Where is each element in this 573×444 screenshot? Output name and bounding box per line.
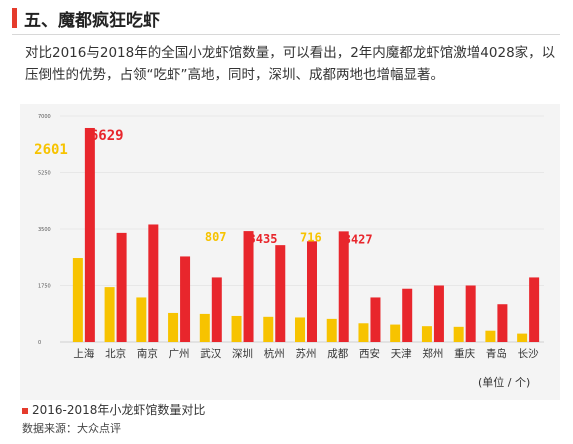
legend-swatch xyxy=(22,407,28,414)
bar-2016 xyxy=(295,317,305,342)
header-divider xyxy=(12,34,560,35)
data-label: 3427 xyxy=(344,232,373,246)
x-tick-label: 成都 xyxy=(327,348,348,360)
bar-2016 xyxy=(358,323,369,342)
bar-2018 xyxy=(465,285,476,342)
chart-title: 2016-2018年小龙虾馆数量对比 xyxy=(32,403,206,417)
y-tick-label: 7000 xyxy=(38,114,51,120)
bar-2018 xyxy=(211,277,222,342)
bar-2016 xyxy=(168,312,179,342)
y-tick-label: 1750 xyxy=(38,284,51,290)
x-tick-label: 重庆 xyxy=(454,347,475,360)
bar-2016 xyxy=(231,315,242,342)
bar-2018 xyxy=(370,297,381,342)
data-label: 716 xyxy=(300,230,322,244)
bar-2016 xyxy=(453,326,464,342)
bar-2016 xyxy=(72,258,83,342)
data-source: 数据来源：大众点评 xyxy=(22,422,121,435)
bar-2016 xyxy=(390,324,401,342)
data-label: 807 xyxy=(205,230,227,244)
x-tick-label: 深圳 xyxy=(232,348,253,360)
y-tick-label: 5250 xyxy=(38,171,51,177)
bar-2016 xyxy=(326,318,337,342)
chart-panel: 0 1750 3500 5250 7000 上海 北京 南京 广州 武汉 深圳 杭州 苏州 成都 西安 天津郑… xyxy=(20,104,560,400)
bar-2018 xyxy=(116,232,127,342)
section-title: 五、魔都疯狂吃虾 xyxy=(24,11,160,31)
bar-2016 xyxy=(421,326,432,342)
bar-2016 xyxy=(104,287,115,342)
chart-legend: 2016-2018年小龙虾馆数量对比 xyxy=(22,401,205,418)
x-tick-label: 长沙 xyxy=(518,348,539,360)
bar-2018 xyxy=(180,256,191,342)
bar-2018 xyxy=(307,241,317,342)
unit-note: (单位 / 个) xyxy=(478,376,531,389)
x-tick-label: 南京 xyxy=(137,347,158,360)
bar-2018 xyxy=(338,231,349,342)
x-tick-label: 武汉 xyxy=(200,347,221,360)
bar-2016 xyxy=(199,313,210,342)
bar-2018 xyxy=(497,304,508,342)
bar-2016 xyxy=(263,316,274,342)
x-tick-label: 苏州 xyxy=(296,347,317,360)
y-tick-label: 3500 xyxy=(38,227,51,233)
data-label: 3435 xyxy=(249,232,278,246)
bar-2018 xyxy=(148,224,159,342)
bar-2018 xyxy=(402,288,413,342)
bar-2016 xyxy=(136,297,147,342)
x-tick-label: 郑州 xyxy=(422,347,443,360)
x-tick-label: 北京 xyxy=(105,347,126,360)
bar-chart: 0 1750 3500 5250 7000 上海 北京 南京 广州 武汉 深圳 杭州 苏州 成都 西安 天津郑… xyxy=(34,114,544,360)
y-tick-label: 0 xyxy=(38,340,41,346)
data-label: 2601 xyxy=(34,142,68,158)
bar-2016 xyxy=(517,333,528,342)
section-header: 五、魔都疯狂吃虾 xyxy=(12,4,562,36)
intro-paragraph: 对比2016与2018年的全国小龙虾馆数量，可以看出，2年内魔都龙虾馆激增402… xyxy=(25,45,556,83)
bar-2018 xyxy=(529,277,540,342)
bar-2018 xyxy=(84,127,95,342)
bar-2016 xyxy=(485,330,496,342)
header-accent-bar xyxy=(12,8,17,28)
bar-2018 xyxy=(433,285,444,342)
data-label: 6629 xyxy=(90,128,124,144)
x-tick-label: 上海 xyxy=(73,347,94,360)
x-tick-label: 广州 xyxy=(169,348,190,360)
x-tick-label: 天津 xyxy=(391,348,412,360)
bar-2018 xyxy=(243,231,254,342)
x-tick-label: 青岛 xyxy=(486,347,507,360)
x-tick-label: 西安 xyxy=(359,347,380,360)
bar-2018 xyxy=(275,245,286,342)
x-tick-label: 杭州 xyxy=(264,347,285,360)
